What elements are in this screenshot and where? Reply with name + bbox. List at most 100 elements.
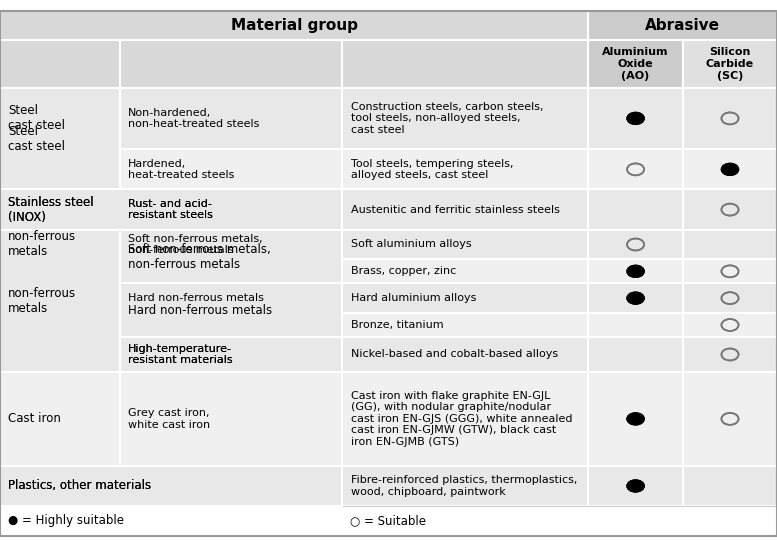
FancyBboxPatch shape: [0, 88, 120, 149]
FancyBboxPatch shape: [342, 230, 588, 259]
FancyBboxPatch shape: [120, 149, 342, 189]
FancyBboxPatch shape: [683, 149, 777, 189]
FancyBboxPatch shape: [120, 230, 342, 283]
Circle shape: [627, 413, 644, 425]
FancyBboxPatch shape: [0, 189, 342, 230]
FancyBboxPatch shape: [588, 88, 683, 149]
FancyBboxPatch shape: [120, 466, 342, 506]
Circle shape: [627, 113, 644, 124]
FancyBboxPatch shape: [588, 259, 683, 283]
Text: Fibre-reinforced plastics, thermoplastics,
wood, chipboard, paintwork: Fibre-reinforced plastics, thermoplastic…: [351, 475, 577, 497]
Circle shape: [627, 266, 644, 278]
FancyBboxPatch shape: [0, 372, 120, 466]
Circle shape: [627, 113, 644, 124]
FancyBboxPatch shape: [588, 41, 683, 88]
FancyBboxPatch shape: [342, 313, 588, 337]
FancyBboxPatch shape: [0, 313, 120, 337]
Text: Cast iron: Cast iron: [8, 412, 61, 425]
Text: non-ferrous
metals: non-ferrous metals: [8, 287, 76, 315]
Circle shape: [627, 266, 644, 278]
FancyBboxPatch shape: [683, 283, 777, 313]
Text: Grey cast iron,
white cast iron: Grey cast iron, white cast iron: [128, 408, 211, 430]
FancyBboxPatch shape: [0, 337, 120, 372]
FancyBboxPatch shape: [342, 88, 588, 149]
Text: Abrasive: Abrasive: [645, 18, 720, 33]
FancyBboxPatch shape: [683, 41, 777, 88]
FancyBboxPatch shape: [0, 466, 342, 506]
FancyBboxPatch shape: [0, 259, 120, 283]
Text: Tool steels, tempering steels,
alloyed steels, cast steel: Tool steels, tempering steels, alloyed s…: [351, 159, 514, 180]
FancyBboxPatch shape: [683, 230, 777, 259]
Text: Steel
cast steel: Steel cast steel: [8, 104, 64, 133]
Text: Non-hardened,
non-heat-treated steels: Non-hardened, non-heat-treated steels: [128, 108, 260, 129]
FancyBboxPatch shape: [0, 506, 777, 536]
Text: Cast iron with flake graphite EN-GJL
(GG), with nodular graphite/nodular
cast ir: Cast iron with flake graphite EN-GJL (GG…: [351, 391, 573, 447]
FancyBboxPatch shape: [120, 337, 342, 372]
Text: Aluminium
Oxide
(AO): Aluminium Oxide (AO): [602, 48, 669, 81]
FancyBboxPatch shape: [588, 372, 683, 466]
Text: Rust- and acid-
resistant steels: Rust- and acid- resistant steels: [128, 199, 213, 220]
FancyBboxPatch shape: [0, 230, 120, 259]
Text: Hard aluminium alloys: Hard aluminium alloys: [351, 293, 476, 303]
Text: Plastics, other materials: Plastics, other materials: [8, 479, 151, 492]
FancyBboxPatch shape: [120, 313, 342, 337]
Text: Austenitic and ferritic stainless steels: Austenitic and ferritic stainless steels: [351, 204, 560, 215]
FancyBboxPatch shape: [0, 11, 588, 41]
FancyBboxPatch shape: [683, 372, 777, 466]
FancyBboxPatch shape: [588, 149, 683, 189]
Text: ○ = Suitable: ○ = Suitable: [350, 514, 426, 527]
FancyBboxPatch shape: [683, 313, 777, 337]
Circle shape: [627, 413, 644, 425]
FancyBboxPatch shape: [120, 230, 342, 259]
FancyBboxPatch shape: [588, 11, 777, 41]
FancyBboxPatch shape: [0, 283, 120, 313]
FancyBboxPatch shape: [0, 230, 120, 372]
FancyBboxPatch shape: [683, 337, 777, 372]
FancyBboxPatch shape: [683, 259, 777, 283]
FancyBboxPatch shape: [120, 88, 342, 149]
Circle shape: [721, 163, 738, 175]
Circle shape: [627, 292, 644, 304]
Circle shape: [721, 163, 738, 175]
FancyBboxPatch shape: [588, 283, 683, 313]
Circle shape: [627, 480, 644, 492]
Text: Brass, copper, zinc: Brass, copper, zinc: [351, 266, 456, 276]
FancyBboxPatch shape: [342, 372, 588, 466]
Text: Stainless steel
(INOX): Stainless steel (INOX): [8, 196, 93, 223]
FancyBboxPatch shape: [120, 283, 342, 337]
Text: Hardened,
heat-treated steels: Hardened, heat-treated steels: [128, 159, 235, 180]
FancyBboxPatch shape: [342, 149, 588, 189]
Circle shape: [627, 480, 644, 492]
FancyBboxPatch shape: [0, 466, 120, 506]
FancyBboxPatch shape: [588, 189, 683, 230]
Text: Plastics, other materials: Plastics, other materials: [8, 479, 151, 492]
FancyBboxPatch shape: [342, 337, 588, 372]
FancyBboxPatch shape: [588, 230, 683, 259]
FancyBboxPatch shape: [120, 337, 342, 372]
FancyBboxPatch shape: [120, 259, 342, 283]
FancyBboxPatch shape: [342, 259, 588, 283]
FancyBboxPatch shape: [0, 189, 120, 230]
FancyBboxPatch shape: [0, 41, 120, 88]
Text: Nickel-based and cobalt-based alloys: Nickel-based and cobalt-based alloys: [351, 349, 559, 360]
Text: Stainless steel
(INOX): Stainless steel (INOX): [8, 196, 93, 223]
FancyBboxPatch shape: [683, 466, 777, 506]
Text: High-temperature-
resistant materials: High-temperature- resistant materials: [128, 344, 233, 365]
FancyBboxPatch shape: [342, 283, 588, 313]
FancyBboxPatch shape: [120, 41, 342, 88]
Circle shape: [627, 292, 644, 304]
FancyBboxPatch shape: [588, 337, 683, 372]
FancyBboxPatch shape: [0, 149, 120, 189]
FancyBboxPatch shape: [683, 88, 777, 149]
FancyBboxPatch shape: [683, 189, 777, 230]
FancyBboxPatch shape: [120, 283, 342, 313]
FancyBboxPatch shape: [120, 372, 342, 466]
Text: Rust- and acid-
resistant steels: Rust- and acid- resistant steels: [128, 199, 213, 220]
Text: Steel
cast steel: Steel cast steel: [8, 124, 64, 153]
FancyBboxPatch shape: [342, 41, 588, 88]
Text: Soft non-ferrous metals,
non-ferrous metals: Soft non-ferrous metals, non-ferrous met…: [128, 234, 263, 255]
Text: Silicon
Carbide
(SC): Silicon Carbide (SC): [706, 48, 754, 81]
Text: Hard non-ferrous metals: Hard non-ferrous metals: [128, 293, 264, 303]
FancyBboxPatch shape: [342, 466, 588, 506]
FancyBboxPatch shape: [588, 313, 683, 337]
